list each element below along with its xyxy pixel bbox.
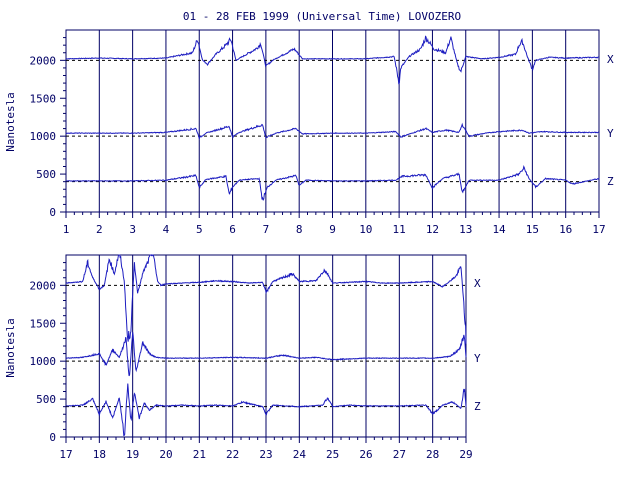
y-tick-label: 1000 bbox=[30, 355, 57, 368]
x-tick-label: 1 bbox=[63, 223, 70, 236]
x-tick-label: 18 bbox=[93, 448, 106, 461]
x-tick-label: 16 bbox=[559, 223, 572, 236]
y-tick-label: 1500 bbox=[30, 92, 57, 105]
x-tick-label: 9 bbox=[329, 223, 336, 236]
x-tick-label: 19 bbox=[126, 448, 139, 461]
y-axis-label-top: Nanotesla bbox=[4, 92, 17, 152]
series-label-y: Y bbox=[607, 127, 614, 140]
trace-z bbox=[65, 165, 600, 202]
x-tick-label: 8 bbox=[296, 223, 303, 236]
trace-z bbox=[65, 383, 467, 437]
chart-panel-bottom: 17 18 19 20 21 22 23 24 25 26 27 28 29 0 500 1000 1500 20… bbox=[30, 254, 481, 461]
x-tick-label: 14 bbox=[492, 223, 506, 236]
series-label-z: Z bbox=[474, 400, 481, 413]
x-tick-label: 2 bbox=[96, 223, 103, 236]
y-tick-label: 2000 bbox=[30, 279, 57, 292]
y-tick-label: 1000 bbox=[30, 130, 57, 143]
x-tick-label: 26 bbox=[359, 448, 372, 461]
x-tick-label: 25 bbox=[326, 448, 339, 461]
x-tick-label: 17 bbox=[59, 448, 72, 461]
series-label-x: X bbox=[607, 53, 614, 66]
x-tick-label: 3 bbox=[129, 223, 136, 236]
series-label-z: Z bbox=[607, 175, 614, 188]
chart-panel-top: 1 2 3 4 5 6 7 8 9 10 11 12 13 14 15 16 17050010001500200… bbox=[30, 29, 614, 236]
x-tick-label: 12 bbox=[426, 223, 439, 236]
y-axis-label-bottom: Nanotesla bbox=[4, 318, 17, 378]
chart-title: 01 - 28 FEB 1999 (Universal Time) LOVOZE… bbox=[183, 10, 461, 23]
x-tick-label: 10 bbox=[359, 223, 372, 236]
trace-y bbox=[65, 122, 600, 141]
x-tick-label: 7 bbox=[263, 223, 270, 236]
x-tick-label: 21 bbox=[193, 448, 206, 461]
trace-x bbox=[66, 35, 600, 85]
x-tick-label: 23 bbox=[259, 448, 272, 461]
x-tick-label: 15 bbox=[526, 223, 539, 236]
x-tick-label: 20 bbox=[159, 448, 172, 461]
x-tick-label: 5 bbox=[196, 223, 203, 236]
y-tick-label: 2000 bbox=[30, 54, 57, 67]
x-tick-label: 24 bbox=[293, 448, 307, 461]
x-tick-label: 22 bbox=[226, 448, 239, 461]
y-tick-label: 500 bbox=[36, 168, 56, 181]
y-tick-label: 0 bbox=[49, 431, 56, 444]
x-tick-label: 29 bbox=[459, 448, 472, 461]
x-tick-label: 28 bbox=[426, 448, 439, 461]
trace-y bbox=[65, 332, 467, 377]
y-tick-label: 1500 bbox=[30, 317, 57, 330]
x-tick-label: 17 bbox=[592, 223, 605, 236]
x-tick-label: 13 bbox=[459, 223, 472, 236]
series-label-y: Y bbox=[474, 352, 481, 365]
x-tick-label: 4 bbox=[163, 223, 170, 236]
y-tick-label: 0 bbox=[49, 206, 56, 219]
x-tick-label: 27 bbox=[393, 448, 406, 461]
x-tick-label: 6 bbox=[229, 223, 236, 236]
trace-x bbox=[65, 254, 467, 344]
series-label-x: X bbox=[474, 277, 481, 290]
x-tick-label: 11 bbox=[393, 223, 406, 236]
y-tick-label: 500 bbox=[36, 393, 56, 406]
